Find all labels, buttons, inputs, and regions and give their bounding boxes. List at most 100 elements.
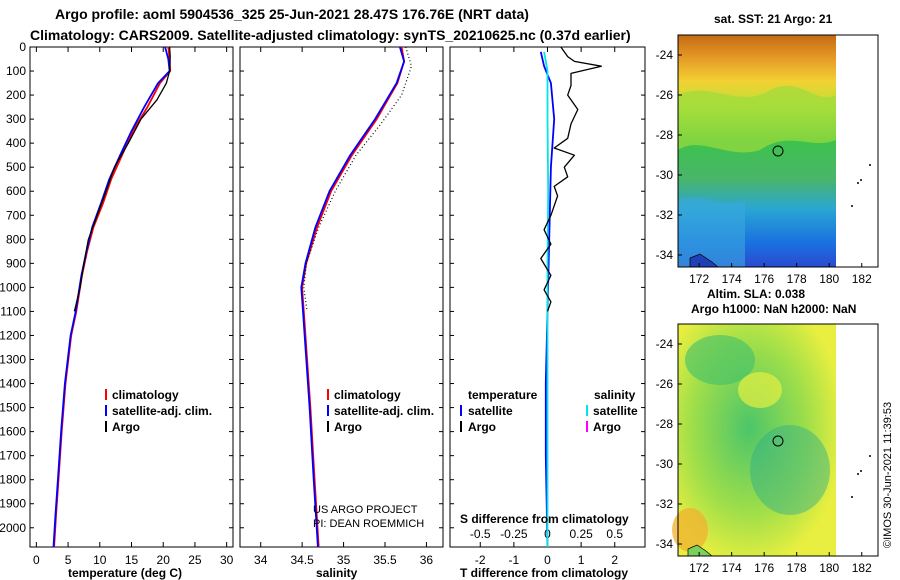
- depth-tick-label: 1300: [0, 353, 26, 367]
- salinity-x-axis: 34 34.5 35 35.5 36: [240, 46, 443, 567]
- legend-s-satellite: satellite: [593, 404, 638, 418]
- island: [857, 473, 859, 475]
- map-lat-label: -32: [656, 208, 674, 222]
- map-lat-label: -34: [656, 537, 674, 551]
- sst-map-axes: 172 174 176 178 180 182 -24 -26 -28 -30 -32 -34: [656, 48, 872, 286]
- title-line-2: Climatology: CARS2009. Satellite-adjuste…: [30, 27, 631, 43]
- map-lon-label: 176: [754, 561, 774, 575]
- map-lat-label: -32: [656, 497, 674, 511]
- legend-mark-climatology: [105, 389, 107, 400]
- series-line-climatology: [301, 46, 405, 548]
- x-tick-label: 5: [65, 553, 72, 567]
- series-line-climatology: [53, 46, 172, 548]
- series-line-t-argo: [540, 46, 602, 312]
- depth-tick-label: 1400: [0, 377, 26, 391]
- map-lon-label: 174: [722, 272, 742, 286]
- legend-mark-climatology: [327, 389, 329, 400]
- sst-band: [678, 85, 836, 153]
- series-line-satellite-adj-clim-: [52, 46, 171, 548]
- sla-map-frame: [677, 323, 879, 557]
- x-tick-label-secondary: -0.5: [470, 527, 491, 541]
- salinity-lines: [300, 46, 413, 548]
- difference-xlabel: T difference from climatology: [460, 566, 628, 580]
- map-lat-label: -26: [656, 88, 674, 102]
- sla-map-axes: 172 174 176 178 180 182 -24 -26 -28 -30 -32 -34: [656, 337, 872, 575]
- depth-axis: 0 100 200 300 400 500 600 700 800 900 1000 1100 1200…: [0, 40, 26, 535]
- depth-tick-label: 1600: [0, 425, 26, 439]
- map-lat-label: -28: [656, 128, 674, 142]
- map-lat-label: -30: [656, 457, 674, 471]
- legend-mark-t-argo: [460, 421, 462, 432]
- legend-mark-argo: [327, 421, 329, 432]
- temperature-lines: [52, 46, 172, 548]
- map-lat-label: -24: [656, 337, 674, 351]
- x-tick-label: 25: [188, 553, 202, 567]
- series-line-argo: [303, 46, 413, 312]
- x-tick-label-secondary: 0.25: [569, 527, 593, 541]
- depth-tick-label: 1000: [0, 280, 26, 294]
- salinity-frame: [239, 46, 444, 548]
- legend-title-temperature: temperature: [468, 388, 538, 402]
- series-line-satellite-adj-clim-: [300, 46, 405, 548]
- watermark: ©IMOS 30-Jun-2021 11:39:53: [882, 402, 894, 548]
- sla-map: Altim. SLA: 0.038 Argo h1000: NaN h2000:…: [656, 287, 879, 575]
- difference-x-axis: -2 -1 0 1 2-0.5 -0.25 0 0.25 0.5: [450, 46, 645, 567]
- legend-argo: Argo: [112, 420, 140, 434]
- island: [860, 470, 862, 472]
- x-tick-label-secondary: -0.25: [500, 527, 528, 541]
- x-tick-label: 2: [611, 553, 618, 567]
- x-tick-label: 20: [157, 553, 171, 567]
- sla-high: [672, 508, 708, 552]
- legend-mark-s-satellite: [586, 405, 588, 416]
- difference-legend: temperature salinity satellite Argo sate…: [460, 388, 638, 434]
- depth-tick-label: 1900: [0, 497, 26, 511]
- sst-map: sat. SST: 21 Argo: 21 172 174 176 178 180 182…: [656, 12, 879, 286]
- map-lon-label: 180: [819, 561, 839, 575]
- legend-argo: Argo: [334, 420, 362, 434]
- temperature-panel: 0100200300400500600700800900100011001200…: [0, 40, 234, 580]
- sst-cold-patch: [678, 197, 745, 267]
- depth-tick-label: 2000: [0, 521, 26, 535]
- depth-tick-label: 500: [6, 160, 26, 174]
- sla-patch: [750, 425, 830, 515]
- sla-patch: [738, 372, 782, 408]
- salinity-legend: climatology satellite-adj. clim. Argo: [327, 388, 434, 434]
- depth-tick-label: 900: [6, 256, 26, 270]
- title-line-1: Argo profile: aoml 5904536_325 25-Jun-20…: [55, 6, 529, 22]
- map-lat-label: -24: [656, 48, 674, 62]
- map-lon-label: 176: [754, 272, 774, 286]
- island: [851, 496, 853, 498]
- depth-tick-label: 100: [6, 64, 26, 78]
- island: [851, 205, 853, 207]
- sst-map-title: sat. SST: 21 Argo: 21: [714, 12, 833, 26]
- series-line-argo: [73, 46, 171, 312]
- legend-satellite: satellite-adj. clim.: [334, 404, 434, 418]
- map-lon-label: 180: [819, 272, 839, 286]
- depth-tick-label: 800: [6, 232, 26, 246]
- x-tick-label: -1: [509, 553, 520, 567]
- island: [869, 164, 871, 166]
- map-lat-label: -26: [656, 377, 674, 391]
- depth-tick-label: 600: [6, 184, 26, 198]
- temperature-legend: climatology satellite-adj. clim. Argo: [105, 388, 212, 434]
- x-tick-label: 35: [337, 553, 351, 567]
- depth-tick-label: 1100: [0, 304, 26, 318]
- profile-location-marker: [772, 435, 784, 447]
- x-tick-label: -2: [475, 553, 486, 567]
- sla-map-title: Altim. SLA: 0.038: [707, 287, 805, 301]
- x-tick-label: 34.5: [290, 553, 314, 567]
- difference-lines: [539, 46, 602, 548]
- credit-project: US ARGO PROJECT: [313, 504, 418, 516]
- depth-tick-label: 1500: [0, 401, 26, 415]
- map-lat-label: -30: [656, 168, 674, 182]
- island: [869, 455, 871, 457]
- difference-panel: -2 -1 0 1 2-0.5 -0.25 0 0.25 0.5 T difference fr…: [449, 46, 646, 580]
- x-tick-label: 10: [93, 553, 107, 567]
- depth-tick-label: 1700: [0, 449, 26, 463]
- map-lat-label: -34: [656, 248, 674, 262]
- credit-pi: PI: DEAN ROEMMICH: [313, 518, 424, 530]
- legend-mark-s-argo: [586, 421, 588, 432]
- land-mask: [836, 324, 878, 556]
- map-lat-label: -28: [656, 417, 674, 431]
